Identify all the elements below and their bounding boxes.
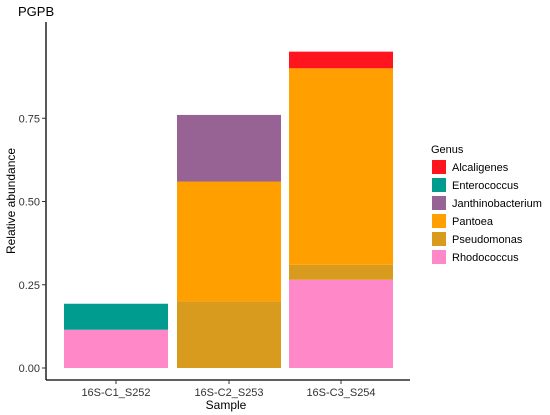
bar-segment-pseudomonas-2 bbox=[177, 301, 281, 368]
legend-swatch-enterococcus bbox=[432, 178, 446, 192]
y-tick-label: 0.00 bbox=[19, 363, 40, 375]
bar-segment-pseudomonas-3 bbox=[289, 264, 393, 280]
x-axis-ticks: 16S-C1_S252 16S-C2_S253 16S-C3_S254 bbox=[81, 380, 376, 399]
legend: Genus Alcaligenes Enterococcus Janthinobac… bbox=[431, 144, 542, 264]
bar-segment-pantoea-2 bbox=[177, 181, 281, 302]
y-tick-label: 0.50 bbox=[19, 197, 40, 209]
x-tick-label: 16S-C1_S252 bbox=[81, 387, 150, 399]
legend-swatch-alcaligenes bbox=[432, 160, 446, 174]
legend-label-pantoea: Pantoea bbox=[452, 216, 494, 228]
bar-segment-janthinobacterium-2 bbox=[177, 114, 281, 182]
legend-swatch-janthinobacterium bbox=[432, 196, 446, 210]
legend-title: Genus bbox=[431, 144, 464, 156]
legend-label-enterococcus: Enterococcus bbox=[452, 180, 519, 192]
plot-area bbox=[64, 51, 393, 368]
chart-title: PGPB bbox=[18, 4, 54, 19]
legend-swatch-pantoea bbox=[432, 214, 446, 228]
legend-label-pseudomonas: Pseudomonas bbox=[452, 234, 523, 246]
y-tick-label: 0.25 bbox=[19, 280, 40, 292]
bar-segment-enterococcus-1 bbox=[64, 303, 168, 330]
bar-segment-alcaligenes-3 bbox=[289, 51, 393, 69]
y-axis-label: Relative abundance bbox=[4, 148, 18, 254]
legend-swatch-rhodococcus bbox=[432, 250, 446, 264]
x-axis-label: Sample bbox=[206, 398, 247, 412]
legend-label-rhodococcus: Rhodococcus bbox=[452, 252, 519, 264]
legend-swatch-pseudomonas bbox=[432, 232, 446, 246]
bar-segment-rhodococcus-3 bbox=[289, 279, 393, 368]
bar-segment-rhodococcus-1 bbox=[64, 329, 168, 368]
legend-label-janthinobacterium: Janthinobacterium bbox=[452, 198, 542, 210]
bar-segment-pantoea-3 bbox=[289, 68, 393, 265]
y-axis-ticks: 0.00 0.25 0.50 0.75 bbox=[19, 113, 46, 375]
x-tick-label: 16S-C2_S253 bbox=[194, 387, 263, 399]
y-tick-label: 0.75 bbox=[19, 113, 40, 125]
legend-label-alcaligenes: Alcaligenes bbox=[452, 162, 509, 174]
x-tick-label: 16S-C3_S254 bbox=[306, 387, 375, 399]
